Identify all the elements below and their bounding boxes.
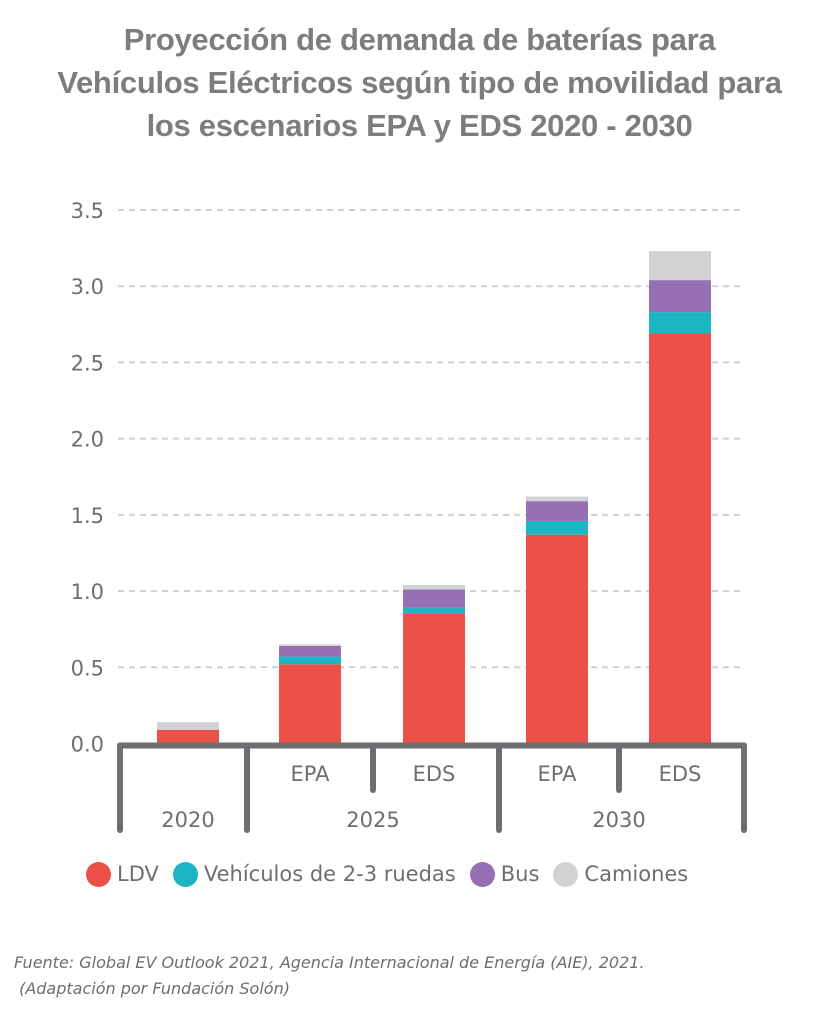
legend-item: Vehículos de 2-3 ruedas xyxy=(172,861,456,887)
source-line-2: (Adaptación por Fundación Solón) xyxy=(14,979,290,998)
stacked-bar-chart: 0.0 0.5 1.0 1.5 2.0 2.5 3.0 3.5 2020 EPA EDS 2025 E… xyxy=(71,199,747,833)
bar-stack xyxy=(403,584,465,744)
y-tick-label: 2.0 xyxy=(71,428,104,452)
bar-segment-bus xyxy=(526,501,588,521)
bar-segment-ldv xyxy=(526,534,588,744)
bar-segment-camiones xyxy=(403,584,465,590)
legend-dot-icon xyxy=(172,861,198,887)
bar-segment-bus xyxy=(279,645,341,657)
bar-segment-ldv xyxy=(403,613,465,744)
chart-title: Proyección de demanda de baterías para V… xyxy=(0,18,839,147)
bar-segment-ldv xyxy=(279,664,341,744)
source-note: Fuente: Global EV Outlook 2021, Agencia … xyxy=(14,950,645,1002)
legend-dot-icon xyxy=(553,861,579,887)
chart-title-line-2: Vehículos Eléctricos según tipo de movil… xyxy=(57,65,782,100)
y-tick-label: 1.5 xyxy=(71,504,104,528)
legend-label: Camiones xyxy=(584,862,689,886)
x-subcategory-label: EDS xyxy=(413,762,456,786)
bar-segment-veh-culos-de-2-3-ruedas xyxy=(526,520,588,535)
bar-segment-camiones xyxy=(526,496,588,502)
bar-segment-bus xyxy=(403,589,465,608)
y-tick-label: 0.0 xyxy=(71,733,104,757)
y-axis-ticks: 0.0 0.5 1.0 1.5 2.0 2.5 3.0 3.5 xyxy=(71,199,104,757)
gridlines xyxy=(118,209,745,669)
bar-segment-ldv xyxy=(157,729,219,744)
x-subcategory-label: EPA xyxy=(291,762,331,786)
bar-segment-ldv xyxy=(649,333,711,744)
x-axis-labels: 2020 EPA EDS 2025 EPA EDS 2030 xyxy=(161,762,701,832)
x-group-label: 2030 xyxy=(592,808,645,832)
bar-segment-camiones xyxy=(279,644,341,646)
legend-dot-icon xyxy=(86,861,111,887)
y-tick-label: 0.5 xyxy=(71,656,104,680)
chart-title-line-1: Proyección de demanda de baterías para xyxy=(123,22,716,57)
source-line-1: Fuente: Global EV Outlook 2021, Agencia … xyxy=(14,953,645,972)
x-subcategory-label: EDS xyxy=(659,762,702,786)
y-tick-label: 3.0 xyxy=(71,275,104,299)
legend: LDV Vehículos de 2-3 ruedas Bus Camiones xyxy=(86,857,702,891)
bar-stack xyxy=(526,496,588,744)
chart-title-line-3: los escenarios EPA y EDS 2020 - 2030 xyxy=(146,108,693,143)
legend-dot-icon xyxy=(469,861,495,887)
x-group-label: 2020 xyxy=(161,808,214,832)
bar-stack xyxy=(279,644,341,744)
bar-stack xyxy=(649,251,711,744)
legend-item: Bus xyxy=(469,861,540,887)
y-tick-label: 3.5 xyxy=(71,199,104,223)
y-tick-label: 1.0 xyxy=(71,580,104,604)
y-tick-label: 2.5 xyxy=(71,351,104,375)
bar-segment-veh-culos-de-2-3-ruedas xyxy=(403,607,465,614)
legend-label: LDV xyxy=(117,862,159,886)
x-group-label: 2025 xyxy=(346,808,399,832)
legend-label: Bus xyxy=(500,862,540,886)
bars xyxy=(157,251,711,744)
bar-segment-veh-culos-de-2-3-ruedas xyxy=(649,312,711,334)
bar-segment-camiones xyxy=(157,722,219,730)
x-subcategory-label: EPA xyxy=(538,762,578,786)
bar-segment-camiones xyxy=(649,251,711,281)
bar-segment-veh-culos-de-2-3-ruedas xyxy=(279,656,341,665)
bar-stack xyxy=(157,722,219,744)
x-axis xyxy=(117,742,747,833)
bar-segment-bus xyxy=(649,280,711,313)
legend-item: LDV xyxy=(86,861,159,887)
legend-label: Vehículos de 2-3 ruedas xyxy=(203,862,456,886)
legend-item: Camiones xyxy=(553,861,689,887)
